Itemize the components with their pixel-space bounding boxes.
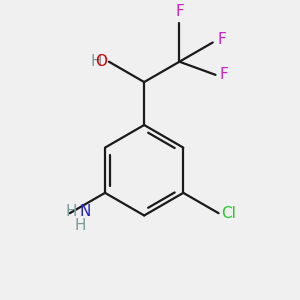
Text: H: H	[90, 54, 102, 69]
Text: F: F	[175, 4, 184, 19]
Text: H: H	[65, 204, 77, 219]
Text: O: O	[95, 54, 107, 69]
Text: N: N	[80, 204, 91, 219]
Text: F: F	[217, 32, 226, 47]
Text: H: H	[74, 218, 86, 233]
Text: F: F	[220, 68, 229, 82]
Text: Cl: Cl	[221, 206, 236, 221]
